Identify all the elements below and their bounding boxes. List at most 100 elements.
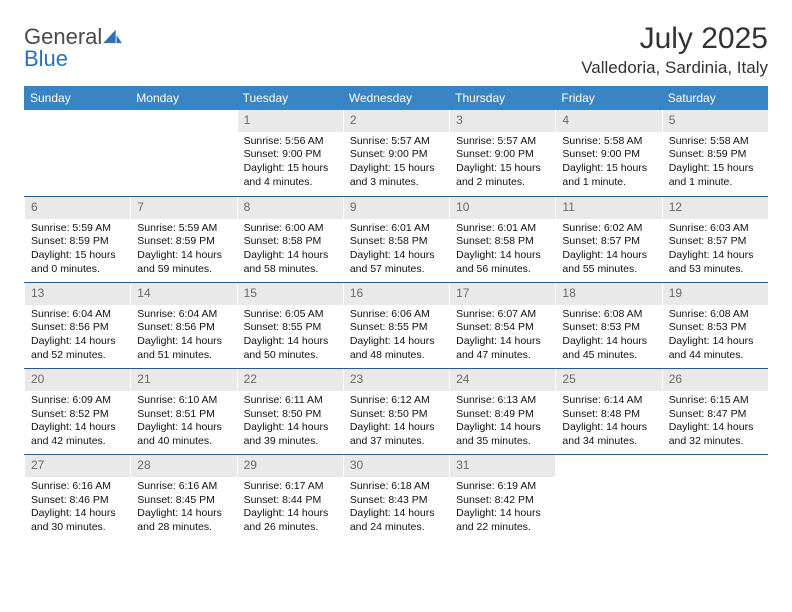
- sunset-text: Sunset: 8:52 PM: [31, 408, 124, 422]
- day-number: 20: [25, 369, 130, 391]
- sunrise-text: Sunrise: 6:13 AM: [456, 394, 549, 408]
- weekday-header: Saturday: [662, 86, 768, 110]
- day-cell: 21Sunrise: 6:10 AMSunset: 8:51 PMDayligh…: [130, 369, 236, 454]
- daylight-text: and 30 minutes.: [31, 521, 124, 535]
- sunset-text: Sunset: 8:43 PM: [350, 494, 443, 508]
- day-cell: 26Sunrise: 6:15 AMSunset: 8:47 PMDayligh…: [662, 369, 768, 454]
- page: GeneralBlue July 2025 Valledoria, Sardin…: [0, 0, 792, 553]
- daylight-text: Daylight: 14 hours: [244, 507, 337, 521]
- sunset-text: Sunset: 8:42 PM: [456, 494, 549, 508]
- day-cell: 12Sunrise: 6:03 AMSunset: 8:57 PMDayligh…: [662, 197, 768, 282]
- daylight-text: and 34 minutes.: [562, 435, 655, 449]
- day-cell: 6Sunrise: 5:59 AMSunset: 8:59 PMDaylight…: [24, 197, 130, 282]
- daylight-text: Daylight: 14 hours: [669, 335, 762, 349]
- daylight-text: and 1 minute.: [562, 176, 655, 190]
- daylight-text: and 28 minutes.: [137, 521, 230, 535]
- sunset-text: Sunset: 8:56 PM: [31, 321, 124, 335]
- day-number: [556, 455, 661, 477]
- daylight-text: and 51 minutes.: [137, 349, 230, 363]
- daylight-text: and 52 minutes.: [31, 349, 124, 363]
- daylight-text: Daylight: 14 hours: [31, 421, 124, 435]
- day-number: 31: [450, 455, 555, 477]
- sunset-text: Sunset: 8:59 PM: [137, 235, 230, 249]
- daylight-text: Daylight: 14 hours: [137, 335, 230, 349]
- day-cell: 23Sunrise: 6:12 AMSunset: 8:50 PMDayligh…: [343, 369, 449, 454]
- day-cell: 3Sunrise: 5:57 AMSunset: 9:00 PMDaylight…: [449, 110, 555, 196]
- day-body: Sunrise: 6:01 AMSunset: 8:58 PMDaylight:…: [344, 219, 449, 277]
- day-cell: 25Sunrise: 6:14 AMSunset: 8:48 PMDayligh…: [555, 369, 661, 454]
- day-cell: 19Sunrise: 6:08 AMSunset: 8:53 PMDayligh…: [662, 283, 768, 368]
- day-cell: 16Sunrise: 6:06 AMSunset: 8:55 PMDayligh…: [343, 283, 449, 368]
- day-body: Sunrise: 5:56 AMSunset: 9:00 PMDaylight:…: [238, 132, 343, 190]
- day-number: 5: [663, 110, 768, 132]
- daylight-text: Daylight: 14 hours: [669, 421, 762, 435]
- day-number: 17: [450, 283, 555, 305]
- daylight-text: and 35 minutes.: [456, 435, 549, 449]
- daylight-text: and 26 minutes.: [244, 521, 337, 535]
- sunrise-text: Sunrise: 6:09 AM: [31, 394, 124, 408]
- day-number: 9: [344, 197, 449, 219]
- day-number: 14: [131, 283, 236, 305]
- daylight-text: Daylight: 14 hours: [562, 335, 655, 349]
- daylight-text: and 37 minutes.: [350, 435, 443, 449]
- sunset-text: Sunset: 8:55 PM: [350, 321, 443, 335]
- daylight-text: and 40 minutes.: [137, 435, 230, 449]
- day-cell: 28Sunrise: 6:16 AMSunset: 8:45 PMDayligh…: [130, 455, 236, 540]
- day-body: Sunrise: 6:07 AMSunset: 8:54 PMDaylight:…: [450, 305, 555, 363]
- sunset-text: Sunset: 8:53 PM: [669, 321, 762, 335]
- daylight-text: and 47 minutes.: [456, 349, 549, 363]
- sunset-text: Sunset: 8:49 PM: [456, 408, 549, 422]
- day-number: [663, 455, 768, 477]
- logo-text-1: General: [24, 26, 102, 48]
- sunset-text: Sunset: 8:57 PM: [562, 235, 655, 249]
- day-cell: 22Sunrise: 6:11 AMSunset: 8:50 PMDayligh…: [237, 369, 343, 454]
- daylight-text: Daylight: 14 hours: [244, 421, 337, 435]
- sunset-text: Sunset: 8:44 PM: [244, 494, 337, 508]
- header: GeneralBlue July 2025 Valledoria, Sardin…: [24, 22, 768, 78]
- day-cell: [130, 110, 236, 196]
- day-number: 28: [131, 455, 236, 477]
- sunset-text: Sunset: 8:48 PM: [562, 408, 655, 422]
- daylight-text: Daylight: 14 hours: [456, 421, 549, 435]
- sunrise-text: Sunrise: 6:02 AM: [562, 222, 655, 236]
- page-title: July 2025: [581, 22, 768, 56]
- day-body: Sunrise: 6:19 AMSunset: 8:42 PMDaylight:…: [450, 477, 555, 535]
- calendar: SundayMondayTuesdayWednesdayThursdayFrid…: [24, 86, 768, 541]
- sunset-text: Sunset: 9:00 PM: [350, 148, 443, 162]
- logo-text-2: Blue: [24, 48, 125, 70]
- sunrise-text: Sunrise: 5:57 AM: [350, 135, 443, 149]
- daylight-text: Daylight: 14 hours: [350, 335, 443, 349]
- day-body: Sunrise: 5:57 AMSunset: 9:00 PMDaylight:…: [450, 132, 555, 190]
- day-number: 30: [344, 455, 449, 477]
- day-body: Sunrise: 5:59 AMSunset: 8:59 PMDaylight:…: [131, 219, 236, 277]
- day-body: Sunrise: 6:03 AMSunset: 8:57 PMDaylight:…: [663, 219, 768, 277]
- weekday-header: Sunday: [24, 86, 130, 110]
- day-number: 19: [663, 283, 768, 305]
- daylight-text: Daylight: 14 hours: [31, 335, 124, 349]
- day-number: 21: [131, 369, 236, 391]
- day-cell: 30Sunrise: 6:18 AMSunset: 8:43 PMDayligh…: [343, 455, 449, 540]
- daylight-text: and 58 minutes.: [244, 263, 337, 277]
- daylight-text: Daylight: 14 hours: [456, 507, 549, 521]
- sunrise-text: Sunrise: 6:16 AM: [31, 480, 124, 494]
- day-cell: 13Sunrise: 6:04 AMSunset: 8:56 PMDayligh…: [24, 283, 130, 368]
- daylight-text: and 1 minute.: [669, 176, 762, 190]
- day-body: Sunrise: 6:04 AMSunset: 8:56 PMDaylight:…: [131, 305, 236, 363]
- day-number: 22: [238, 369, 343, 391]
- day-cell: 17Sunrise: 6:07 AMSunset: 8:54 PMDayligh…: [449, 283, 555, 368]
- daylight-text: and 59 minutes.: [137, 263, 230, 277]
- daylight-text: Daylight: 15 hours: [562, 162, 655, 176]
- day-body: Sunrise: 6:13 AMSunset: 8:49 PMDaylight:…: [450, 391, 555, 449]
- day-cell: 31Sunrise: 6:19 AMSunset: 8:42 PMDayligh…: [449, 455, 555, 540]
- day-number: 27: [25, 455, 130, 477]
- weekday-header: Wednesday: [343, 86, 449, 110]
- day-body: Sunrise: 6:10 AMSunset: 8:51 PMDaylight:…: [131, 391, 236, 449]
- day-number: 11: [556, 197, 661, 219]
- day-number: 6: [25, 197, 130, 219]
- weekday-header-row: SundayMondayTuesdayWednesdayThursdayFrid…: [24, 86, 768, 110]
- sunrise-text: Sunrise: 6:03 AM: [669, 222, 762, 236]
- sunset-text: Sunset: 8:58 PM: [456, 235, 549, 249]
- daylight-text: and 0 minutes.: [31, 263, 124, 277]
- day-cell: 1Sunrise: 5:56 AMSunset: 9:00 PMDaylight…: [237, 110, 343, 196]
- day-cell: [662, 455, 768, 540]
